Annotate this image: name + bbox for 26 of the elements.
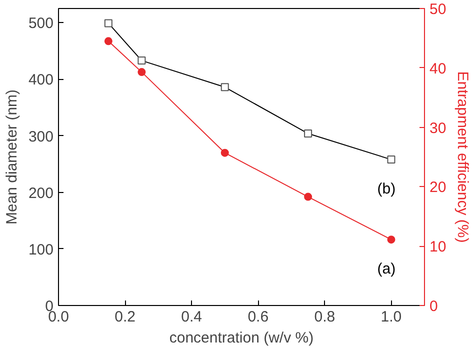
point: [220, 148, 229, 157]
y-tick-label: 500: [28, 15, 54, 32]
point: [304, 192, 312, 201]
point: [387, 236, 396, 244]
y-axis-title: Mean diameter (nm): [3, 89, 20, 225]
x-tick-label: 0.2: [114, 308, 136, 326]
x-tick-label: 0.6: [248, 308, 269, 326]
point: [104, 37, 112, 46]
y-tick-label: 400: [28, 72, 54, 89]
y-tick-label: 100: [28, 241, 54, 258]
y2-tick-label: 20: [430, 179, 446, 196]
y2-axis-title: Entrapment efficiency (%): [454, 71, 472, 243]
series-label: (b): [377, 180, 396, 198]
y2-tick-label: 50: [430, 1, 446, 18]
x-tick-label: 0.4: [181, 308, 202, 326]
y2-tick-label: 0: [430, 298, 438, 315]
y2-tick-label: 40: [430, 60, 446, 78]
y2-tick-label: 10: [430, 238, 446, 256]
y-tick-label: 200: [28, 184, 54, 202]
series-label: (a): [377, 260, 396, 278]
y-tick-label: 300: [28, 128, 54, 146]
x-axis-title: concentration (w/v %): [169, 330, 314, 346]
point: [138, 68, 146, 76]
x-tick-label: 0.8: [314, 308, 336, 326]
y2-tick-label: 30: [430, 120, 446, 137]
x-tick-label: 1.0: [380, 308, 402, 326]
